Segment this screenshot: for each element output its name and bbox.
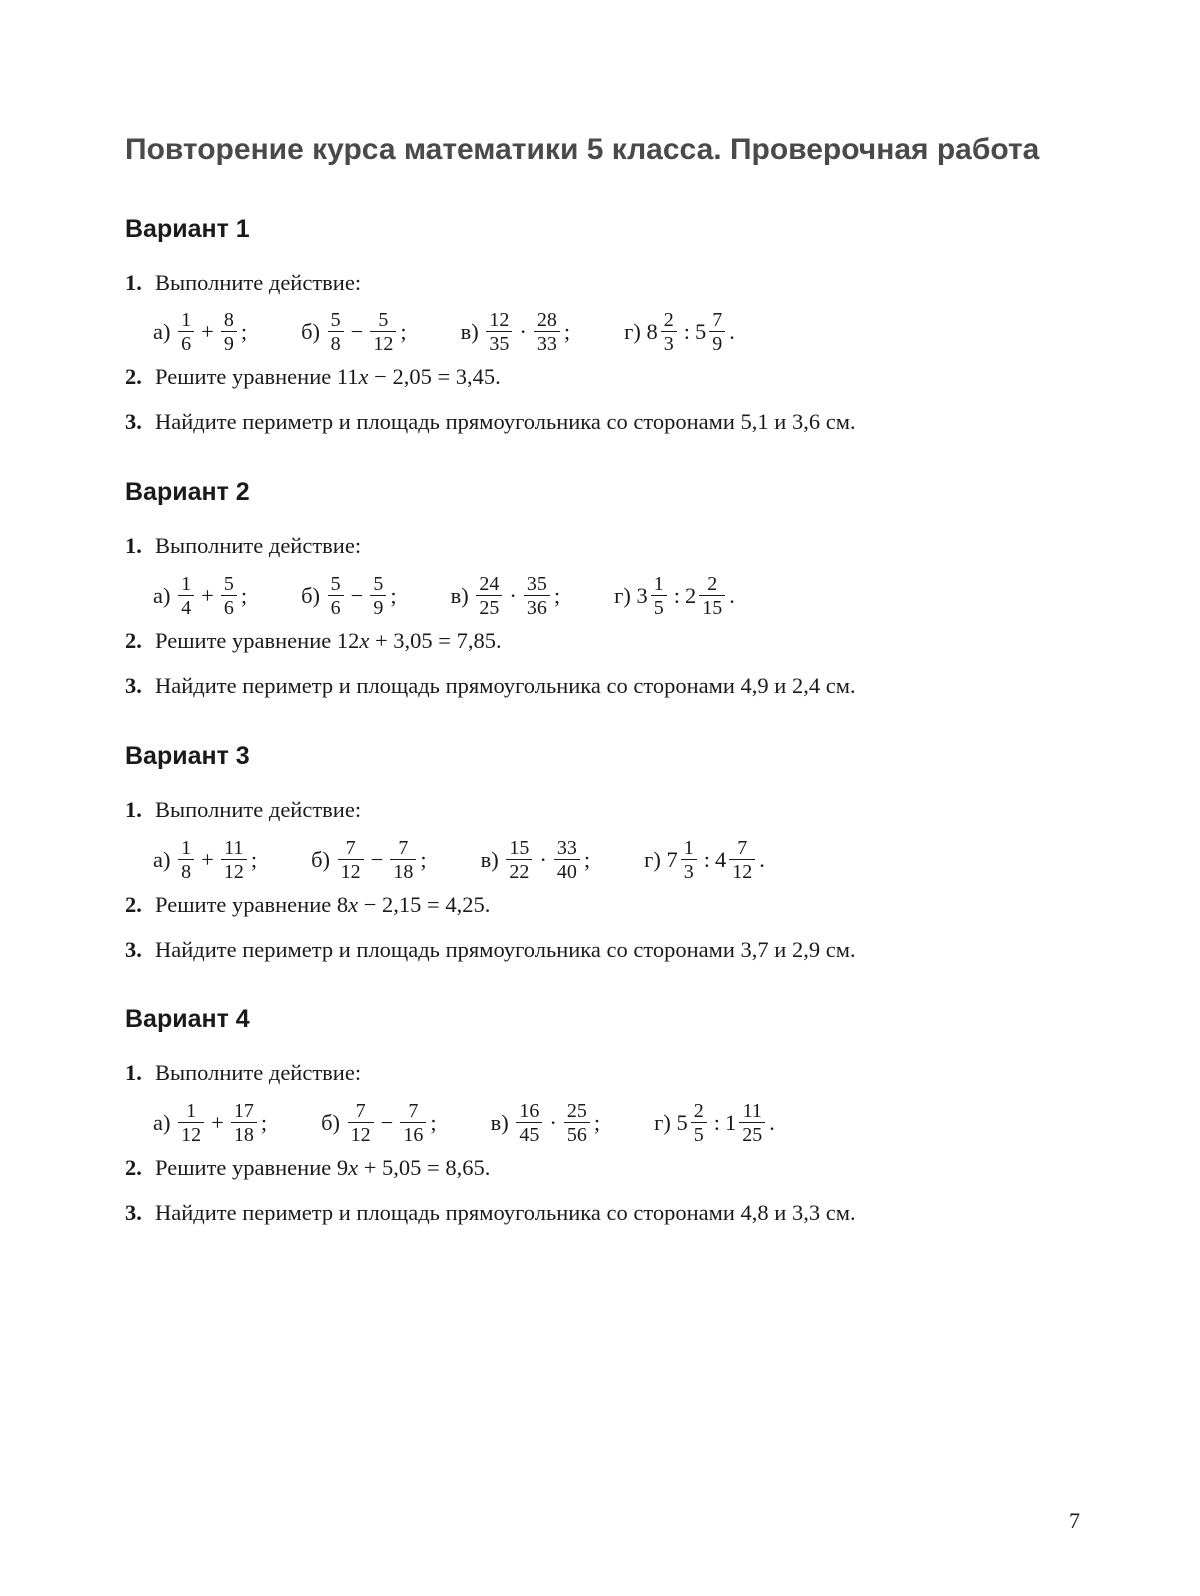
option-g: г) 713:4712. bbox=[644, 838, 765, 882]
problem-1: 1. Выполните действие: bbox=[125, 793, 1085, 828]
variant-heading: Вариант 2 bbox=[125, 478, 1085, 507]
option-v: в) 1235·2833; bbox=[461, 310, 571, 354]
problem-2: 2. Решите уравнение 9x + 5,05 = 8,65. bbox=[125, 1151, 1085, 1186]
variant-heading: Вариант 4 bbox=[125, 1005, 1085, 1034]
page-title: Повторение курса математики 5 класса. Пр… bbox=[125, 130, 1085, 171]
variant-heading: Вариант 3 bbox=[125, 742, 1085, 771]
problem-3: 3. Найдите периметр и площадь прямоуголь… bbox=[125, 669, 1085, 704]
option-a: а) 14+56; bbox=[153, 574, 247, 618]
option-b: б) 712−716; bbox=[321, 1101, 437, 1145]
problem-1-options: а) 18+1112; б) 712−718; в) 1522·3340; г)… bbox=[125, 838, 1085, 882]
option-g: г) 525:11125. bbox=[654, 1101, 775, 1145]
option-b: б) 58−512; bbox=[301, 310, 407, 354]
option-v: в) 1645·2556; bbox=[491, 1101, 601, 1145]
problem-1: 1. Выполните действие: bbox=[125, 266, 1085, 301]
option-v: в) 1522·3340; bbox=[481, 838, 591, 882]
option-a: а) 16+89; bbox=[153, 310, 247, 354]
option-b: б) 712−718; bbox=[311, 838, 427, 882]
problem-1-options: а) 14+56; б) 56−59; в) 2425·3536; г) 315… bbox=[125, 574, 1085, 618]
option-g: г) 315:2215. bbox=[614, 574, 735, 618]
option-b: б) 56−59; bbox=[301, 574, 397, 618]
problem-2: 2. Решите уравнение 12x + 3,05 = 7,85. bbox=[125, 624, 1085, 659]
problem-3: 3. Найдите периметр и площадь прямоуголь… bbox=[125, 1196, 1085, 1231]
problem-1: 1. Выполните действие: bbox=[125, 1056, 1085, 1091]
option-v: в) 2425·3536; bbox=[451, 574, 561, 618]
option-g: г) 823:579. bbox=[624, 310, 735, 354]
page-number: 7 bbox=[1069, 1508, 1080, 1534]
option-a: а) 112+1718; bbox=[153, 1101, 267, 1145]
problem-2: 2. Решите уравнение 11x − 2,05 = 3,45. bbox=[125, 360, 1085, 395]
problem-3: 3. Найдите периметр и площадь прямоуголь… bbox=[125, 933, 1085, 968]
variant-heading: Вариант 1 bbox=[125, 215, 1085, 244]
problem-1: 1. Выполните действие: bbox=[125, 529, 1085, 564]
problem-3: 3. Найдите периметр и площадь прямоуголь… bbox=[125, 405, 1085, 440]
option-a: а) 18+1112; bbox=[153, 838, 257, 882]
problem-1-options: а) 16+89; б) 58−512; в) 1235·2833; г) 82… bbox=[125, 310, 1085, 354]
problem-1-options: а) 112+1718; б) 712−716; в) 1645·2556; г… bbox=[125, 1101, 1085, 1145]
problem-2: 2. Решите уравнение 8x − 2,15 = 4,25. bbox=[125, 888, 1085, 923]
